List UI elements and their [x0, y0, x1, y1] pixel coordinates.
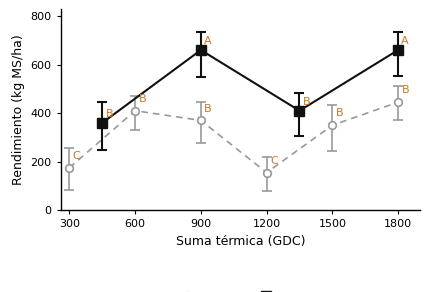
450	[100, 121, 105, 125]
300	[264, 171, 269, 174]
450	[297, 109, 302, 112]
Text: B: B	[336, 109, 343, 119]
Text: C: C	[270, 156, 278, 166]
X-axis label: Suma térmica (GDC): Suma térmica (GDC)	[175, 235, 305, 248]
Text: C: C	[73, 151, 81, 161]
Text: B: B	[204, 104, 212, 114]
450	[198, 48, 204, 52]
Line: 300: 300	[65, 98, 402, 176]
300	[330, 124, 335, 127]
300	[132, 109, 138, 112]
Text: A: A	[204, 36, 212, 46]
Y-axis label: Rendimiento (kg MS/ha): Rendimiento (kg MS/ha)	[12, 34, 25, 185]
Line: 450: 450	[97, 45, 403, 128]
300	[198, 119, 204, 122]
300	[395, 100, 401, 104]
300	[67, 166, 72, 170]
Text: B: B	[303, 97, 310, 107]
Text: B: B	[106, 109, 113, 119]
Text: A: A	[401, 36, 409, 46]
450	[395, 48, 401, 52]
Text: B: B	[139, 94, 146, 104]
Text: B: B	[401, 86, 409, 95]
